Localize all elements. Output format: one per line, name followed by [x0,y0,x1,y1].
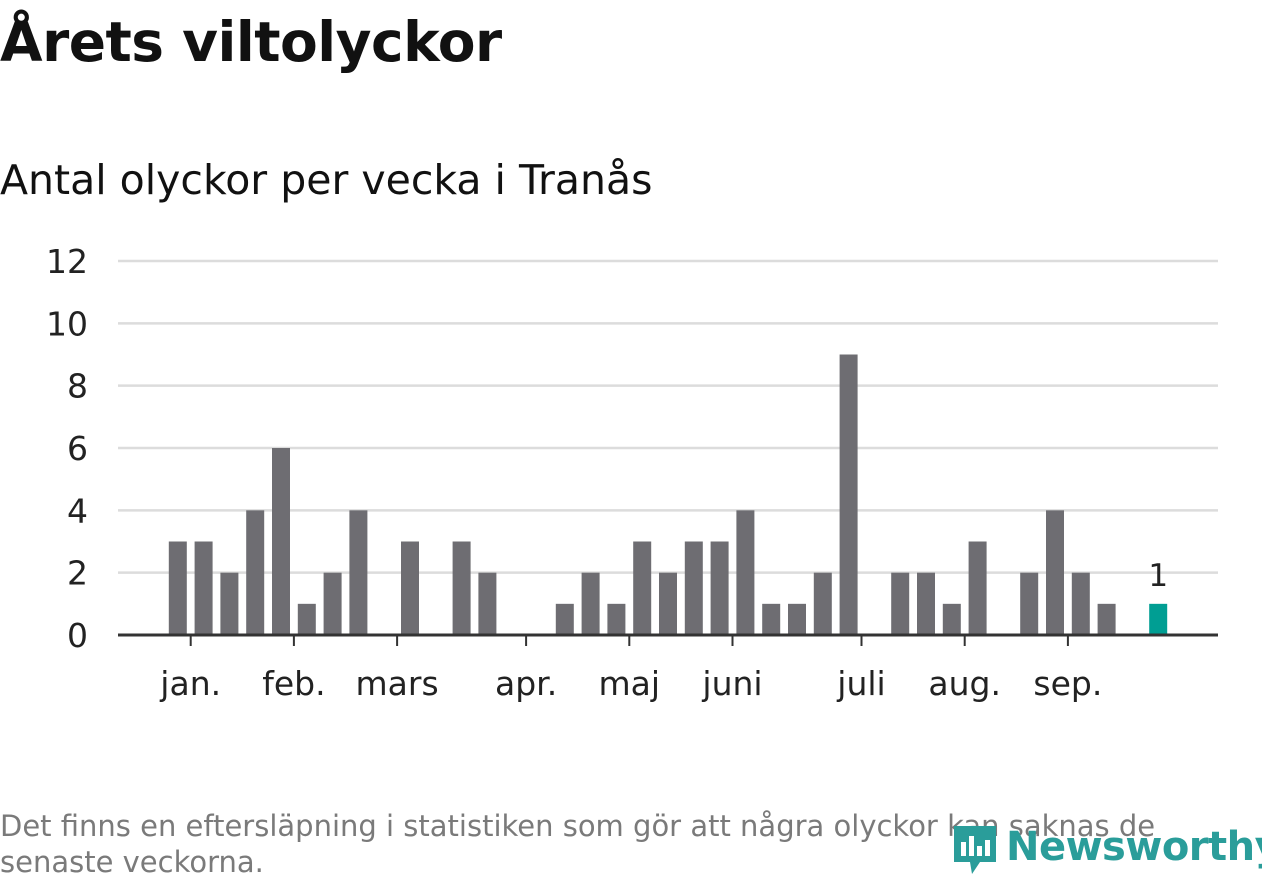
bar [1097,603,1116,635]
bar [659,572,677,635]
chart-title: Årets viltolyckor [0,10,502,74]
highlighted-bar [1149,603,1168,635]
bar [349,510,368,635]
bar [1020,572,1039,635]
bar [813,572,832,635]
bar [168,541,187,635]
y-tick-label: 6 [67,429,88,468]
bar [297,603,316,635]
bar [581,572,600,635]
bar [762,603,781,635]
bar [220,572,239,635]
bar [891,572,910,635]
newsworthy-logo-icon [954,826,996,874]
bar [788,603,806,635]
x-tick-label: apr. [495,664,557,703]
x-tick-label: mars [356,664,439,703]
bar [555,603,574,635]
y-tick-label: 2 [67,554,88,593]
chart-subtitle: Antal olyckor per vecka i Tranås [0,156,653,204]
highlight-data-label: 1 [1148,558,1168,594]
x-tick-label: maj [599,664,661,703]
bar [684,541,703,635]
x-axis [118,633,1218,646]
bar [736,510,755,635]
bar [968,541,987,635]
y-tick-label: 8 [67,367,88,406]
bar [633,541,652,635]
bar [917,572,935,635]
bar [1071,572,1090,635]
bar [839,354,858,635]
y-tick-label: 4 [67,491,88,530]
y-tick-label: 0 [67,616,88,655]
bar [323,572,342,635]
x-tick-label: jan. [159,664,221,703]
bar [246,510,265,635]
bars [168,354,1168,635]
axis-labels: 0 2 4 6 8 10 12 1 jan. feb. mars apr. maj juni juli aug… [46,242,1168,703]
bar [272,448,290,635]
bar [194,541,213,635]
newsworthy-logo: Newsworthy [950,818,1262,876]
y-tick-label: 10 [46,304,88,343]
x-tick-label: juli [836,664,885,703]
bar [478,572,497,635]
bar [1046,510,1064,635]
x-tick-label: aug. [928,664,1001,703]
bar [607,603,626,635]
y-tick-label: 12 [46,242,88,281]
newsworthy-logo-text: Newsworthy [1006,824,1262,870]
bar [710,541,729,635]
x-tick-label: feb. [262,664,325,703]
x-tick-label: sep. [1033,664,1102,703]
bar [452,541,471,635]
x-tick-label: juni [701,664,762,703]
bar [942,603,961,635]
bar [401,541,419,635]
